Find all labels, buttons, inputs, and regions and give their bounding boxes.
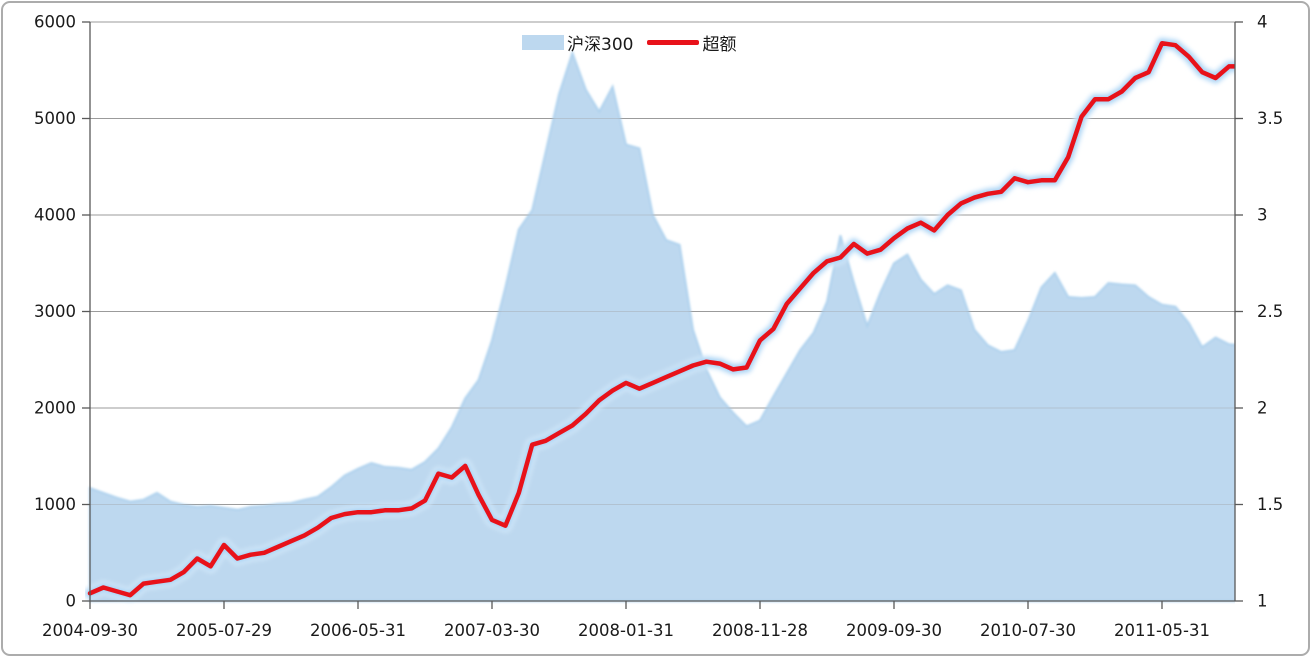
legend-item-csi300: 沪深300 [522, 30, 633, 55]
csi300-area-series [89, 49, 1235, 602]
right-axis-tick-label: 1.5 [1257, 495, 1283, 514]
x-axis-tick-label: 2007-03-30 [444, 621, 540, 640]
left-axis-tick-label: 4000 [34, 206, 76, 225]
x-axis-tick-label: 2005-07-29 [176, 621, 272, 640]
right-axis-tick-label: 2.5 [1257, 302, 1283, 321]
x-axis-tick-label: 2006-05-31 [310, 621, 406, 640]
x-axis-tick-label: 2009-09-30 [846, 621, 942, 640]
x-axis-tick-label: 2011-05-31 [1114, 621, 1210, 640]
right-axis-tick-label: 1 [1257, 592, 1268, 611]
left-axis-tick-label: 5000 [34, 109, 76, 128]
gridlines-overlay [90, 21, 1235, 505]
axis-tick-labels: 0 1000 2000 3000 4000 5000 6000 1 1.5 2 2.5 3 3.5 4 20… [34, 13, 1283, 641]
x-axis-tick-label: 2010-07-30 [980, 621, 1076, 640]
legend-label-csi300: 沪深300 [567, 35, 634, 55]
left-axis-tick-label: 1000 [34, 495, 76, 514]
x-axis-tick-label: 2004-09-30 [42, 621, 138, 640]
legend-item-excess: 超额 [647, 30, 736, 55]
chart-legend: 沪深300 超额 [522, 30, 736, 55]
axes [82, 21, 1243, 609]
x-axis-tick-label: 2008-01-31 [578, 621, 674, 640]
x-axis-tick-label: 2008-11-28 [712, 621, 808, 640]
left-axis-tick-label: 2000 [34, 399, 76, 418]
area-series-swatch [522, 35, 564, 50]
left-axis-tick-label: 0 [66, 592, 77, 611]
line-series-swatch [647, 40, 700, 45]
left-axis-tick-label: 6000 [34, 13, 76, 32]
right-axis-tick-label: 3 [1257, 206, 1268, 225]
right-axis-tick-label: 4 [1257, 13, 1268, 32]
right-axis-tick-label: 2 [1257, 399, 1268, 418]
left-axis-tick-label: 3000 [34, 302, 76, 321]
excess-line-series [87, 40, 1235, 598]
legend-label-excess: 超额 [702, 35, 737, 55]
right-axis-tick-label: 3.5 [1257, 109, 1283, 128]
